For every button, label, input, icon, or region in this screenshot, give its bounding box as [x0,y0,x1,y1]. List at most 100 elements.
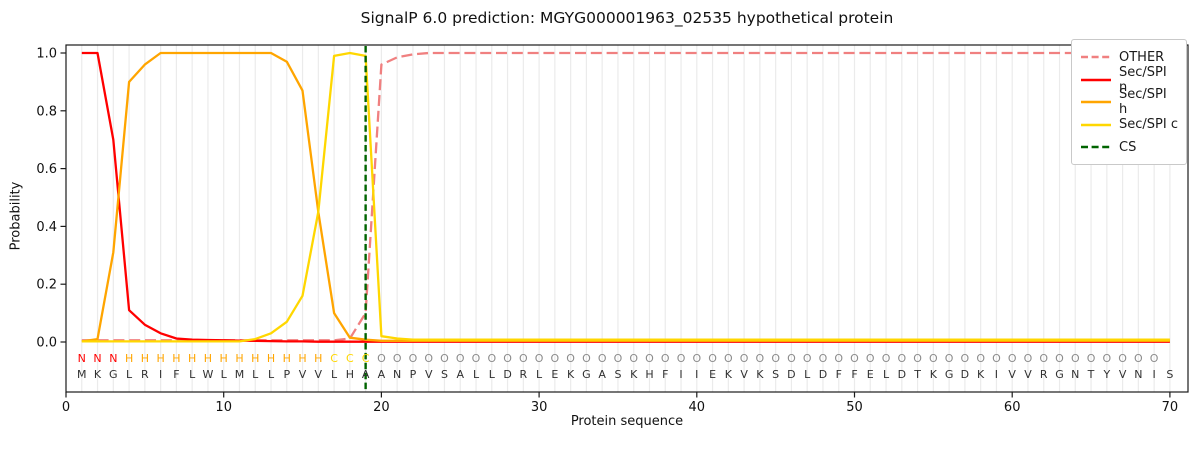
region-label-letter: O [740,352,749,365]
region-label-letter: O [440,352,449,365]
region-label-letter: H [267,352,275,365]
region-label-letter: O [503,352,512,365]
sequence-letter: A [362,368,370,381]
region-label-letter: N [109,352,117,365]
sequence-letter: K [567,368,575,381]
region-label-letter: O [992,352,1001,365]
legend-line-sample [1081,145,1111,149]
sequence-letter: L [221,368,228,381]
sequence-letter: S [441,368,448,381]
sequence-letter: F [173,368,179,381]
region-label-letter: O [882,352,891,365]
sequence-letter: L [189,368,196,381]
sequence-letter: A [598,368,606,381]
sequence-letter: M [77,368,87,381]
region-label-letter: O [787,352,796,365]
sequence-letter: L [252,368,259,381]
region-label-letter: O [551,352,560,365]
plot-title: SignalP 6.0 prediction: MGYG000001963_02… [360,9,894,27]
sequence-letter: G [109,368,118,381]
sequence-letter: W [202,368,213,381]
sequence-letter: L [331,368,338,381]
region-label-letter: O [1071,352,1080,365]
sequence-letter: K [725,368,733,381]
sequence-letter: K [756,368,764,381]
legend-line-sample [1081,100,1111,104]
region-label-letter: N [93,352,101,365]
region-label-letter: O [409,352,418,365]
x-tick-label: 60 [1004,400,1021,415]
sequence-letter: V [1008,368,1016,381]
sequence-letter: V [315,368,323,381]
region-label-letter: C [346,352,354,365]
sequence-letter: D [961,368,969,381]
sequence-letter: V [299,368,307,381]
sequence-letter: F [662,368,668,381]
y-tick-label: 0.8 [36,104,57,119]
sequence-letter: P [283,368,290,381]
sequence-letter: M [235,368,245,381]
sequence-letter: N [1134,368,1142,381]
sequence-letter: H [346,368,354,381]
sequence-letter: Y [1102,368,1110,381]
sequence-letter: P [410,368,417,381]
x-tick-label: 50 [846,400,863,415]
y-tick-label: 0.2 [36,278,57,293]
region-label-letter: O [771,352,780,365]
region-label-letter: O [1134,352,1143,365]
region-label-letter: H [251,352,259,365]
sequence-letter: V [740,368,748,381]
sequence-letter: L [489,368,496,381]
region-label-letter: C [330,352,338,365]
sequence-letter: T [913,368,921,381]
region-label-letter: O [519,352,528,365]
series-sec-spi-h-line [81,51,1170,343]
region-label-letter: H [141,352,149,365]
region-label-letter: N [78,352,86,365]
sequence-letter: G [1055,368,1064,381]
region-label-letter: H [235,352,243,365]
region-label-letter: O [819,352,828,365]
x-tick-label: 70 [1162,400,1179,415]
sequence-letter: K [94,368,102,381]
legend-label: Sec/SPI n [1119,64,1167,95]
x-tick-label: 10 [215,400,232,415]
region-label-letter: O [724,352,733,365]
sequence-letter: I [995,368,998,381]
y-tick-label: 0.6 [36,162,57,177]
region-label-letter: O [645,352,654,365]
sequence-letter: K [977,368,985,381]
region-label-letter: C [362,352,370,365]
sequence-letter: L [536,368,543,381]
region-label-letter: O [614,352,623,365]
legend-label: Sec/SPI c [1119,117,1178,133]
legend-label: OTHER [1119,49,1165,65]
axes-box [65,44,1189,393]
region-label-letter: O [424,352,433,365]
region-label-letter: O [1118,352,1127,365]
legend-line-sample [1081,78,1111,82]
region-label-letter: O [629,352,638,365]
sequence-letter: R [1040,368,1048,381]
sequence-letter: K [630,368,638,381]
sequence-letter: R [520,368,528,381]
sequence-letter: I [679,368,682,381]
legend-label: Sec/SPI h [1119,87,1167,118]
region-label-letter: H [156,352,164,365]
region-label-letter: O [1055,352,1064,365]
sequence-letter: F [836,368,842,381]
region-label-letter: O [661,352,670,365]
region-label-letter: O [1102,352,1111,365]
sequence-letter: S [614,368,621,381]
region-label-letter: H [188,352,196,365]
series-sec-spi-n-line [81,51,1170,343]
region-label-letter: O [393,352,402,365]
sequence-letter: L [473,368,480,381]
sequence-letter: E [867,368,874,381]
x-tick-label: 40 [689,400,706,415]
sequence-letter: R [141,368,149,381]
y-tick-label: 1.0 [36,47,57,62]
legend-item: Sec/SPI c [1080,114,1178,137]
sequence-letter: L [268,368,275,381]
